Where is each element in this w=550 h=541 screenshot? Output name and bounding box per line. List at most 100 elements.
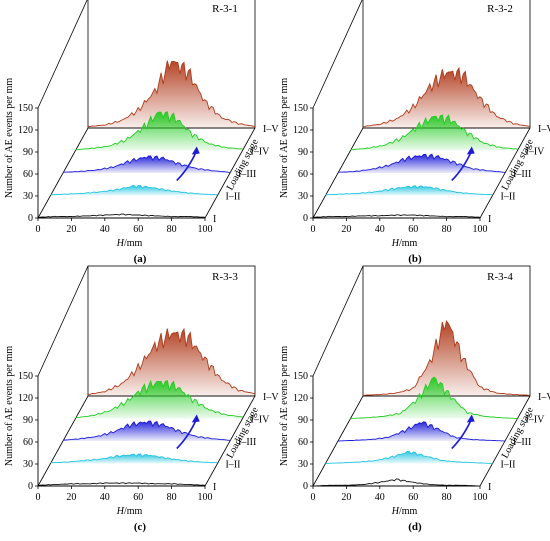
y-tick-label: 30 <box>298 191 308 202</box>
x-axis-label: H/mm <box>116 238 143 249</box>
series-iiii-group: I–III <box>62 155 256 180</box>
x-tick-label: 0 <box>311 224 316 235</box>
series-line <box>350 114 518 151</box>
series-iiv-group: I–IV <box>75 111 271 158</box>
y-tick-label: 150 <box>293 103 308 114</box>
stage-label: I–IV <box>251 147 271 158</box>
series-iiv-group: I–IV <box>350 114 546 158</box>
chart-panel-4: 0 30 60 90 120 150 0 20 40 60 80 100 H/mm Number of A… <box>279 265 550 533</box>
y-tick-label: 60 <box>23 169 33 180</box>
series-area <box>325 185 493 196</box>
x-tick-label: 0 <box>311 492 316 503</box>
migration-arrow <box>451 418 473 450</box>
series-line <box>362 66 531 128</box>
stage-label: I–V <box>538 392 550 403</box>
series-iiv-group: I–IV <box>75 379 271 426</box>
series-line <box>325 450 493 464</box>
panel-label: (a) <box>134 253 147 265</box>
stage-label: I–V <box>263 392 279 403</box>
stage-label: I–IV <box>251 415 271 426</box>
y-tick-label: 30 <box>298 459 308 470</box>
series-line <box>75 379 243 419</box>
panel-label: (b) <box>408 253 422 265</box>
stage-label: I <box>213 214 216 225</box>
series-line <box>325 185 493 196</box>
y-tick-label: 0 <box>28 481 33 492</box>
x-tick-label: 100 <box>473 492 488 503</box>
series-i-group: I <box>37 213 216 225</box>
x-tick-label: 40 <box>375 224 385 235</box>
series-iiii-group: I–III <box>62 420 256 448</box>
series-line <box>312 214 481 218</box>
stage-label: I–II <box>226 460 241 471</box>
x-tick-label: 80 <box>167 224 177 235</box>
series-iii-group: I–II <box>325 185 516 203</box>
stage-label: I–II <box>501 192 516 203</box>
stage-label: I–II <box>226 192 241 203</box>
x-tick-label: 40 <box>100 492 110 503</box>
y-tick-label: 90 <box>23 147 33 158</box>
series-area <box>350 115 518 151</box>
y-tick-label: 0 <box>303 213 308 224</box>
y-tick-label: 30 <box>23 191 33 202</box>
series-i-group: I <box>37 482 216 493</box>
series-iiii-group: I–III <box>337 421 531 448</box>
series-line <box>337 153 506 173</box>
migration-arrow-head <box>191 414 200 423</box>
x-tick-label: 60 <box>408 224 418 235</box>
y-tick-label: 150 <box>18 103 33 114</box>
y-tick-label: 0 <box>303 481 308 492</box>
series-line <box>37 213 206 218</box>
series-line <box>337 421 506 442</box>
chart-panel-2: 0 30 60 90 120 150 0 20 40 60 80 100 H/mm Number of A… <box>279 0 550 265</box>
series-area <box>75 380 243 419</box>
x-tick-label: 40 <box>100 224 110 235</box>
x-tick-label: 100 <box>473 224 488 235</box>
y-tick-label: 60 <box>23 437 33 448</box>
series-iv-group: I–V <box>362 66 550 135</box>
series-area <box>50 454 218 464</box>
x-tick-label: 60 <box>133 224 143 235</box>
chart-panel-1: 0 30 60 90 120 150 0 20 40 60 80 100 H/mm Number of A… <box>4 0 279 265</box>
panel-label: (c) <box>134 521 147 533</box>
series-line <box>75 111 243 151</box>
series-line <box>350 376 518 419</box>
stage-label: I <box>488 482 491 493</box>
wall-diagonal-edge <box>37 265 89 377</box>
x-tick-label: 80 <box>167 492 177 503</box>
series-iv-group: I–V <box>362 320 550 403</box>
series-iiv-group: I–IV <box>350 376 546 426</box>
x-tick-label: 0 <box>36 492 41 503</box>
y-axis-label: Number of AE events per mm <box>4 346 15 466</box>
chart-panel-3: 0 30 60 90 120 150 0 20 40 60 80 100 H/mm Number of A… <box>4 265 279 533</box>
series-i-group: I <box>312 214 491 225</box>
x-tick-label: 100 <box>198 492 213 503</box>
stage-label: I–IV <box>526 147 546 158</box>
migration-arrow-head <box>466 146 475 155</box>
stage-label: I–IV <box>526 415 546 426</box>
x-tick-label: 60 <box>133 492 143 503</box>
series-iii-group: I–II <box>50 184 241 203</box>
y-tick-label: 120 <box>293 393 308 404</box>
series-iii-group: I–II <box>50 453 241 471</box>
depth-axis-label: Loading stage <box>225 137 261 192</box>
depth-axis-label: Loading stage <box>500 137 536 192</box>
x-tick-label: 40 <box>375 492 385 503</box>
series-line <box>62 420 231 441</box>
chart-title: R-3-4 <box>487 271 513 283</box>
stage-label: I <box>488 214 491 225</box>
x-axis-label: H/mm <box>391 238 418 249</box>
stage-label: I–III <box>513 169 531 180</box>
x-tick-label: 20 <box>341 224 351 235</box>
y-axis-label: Number of AE events per mm <box>4 78 15 198</box>
migration-arrow-head <box>466 414 475 423</box>
y-tick-label: 150 <box>293 371 308 382</box>
series-line <box>50 184 218 196</box>
series-line <box>37 482 206 486</box>
series-iv-group: I–V <box>87 327 279 403</box>
y-tick-label: 60 <box>298 169 308 180</box>
stage-label: I–V <box>538 124 550 135</box>
y-tick-label: 30 <box>23 459 33 470</box>
series-line <box>87 327 256 396</box>
